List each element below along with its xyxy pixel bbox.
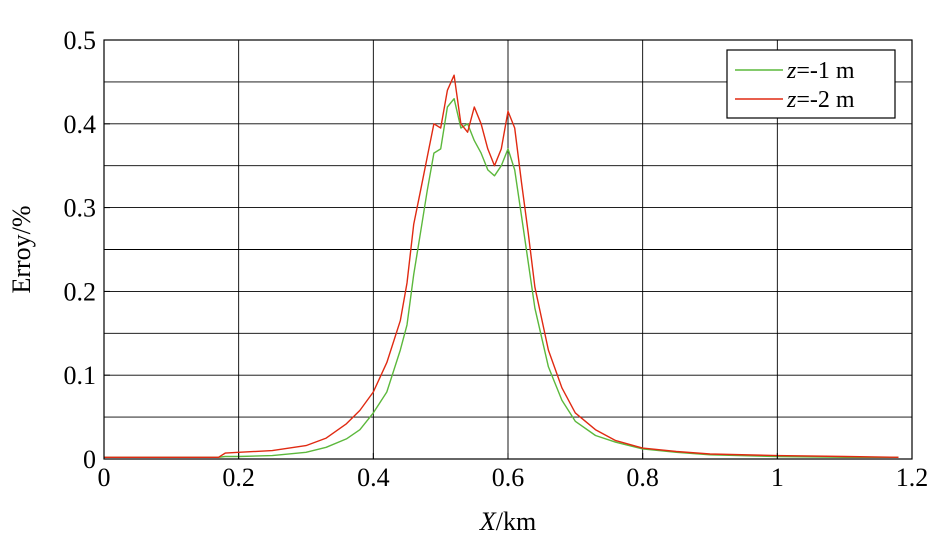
series-line-1 bbox=[104, 74, 899, 458]
x-axis-label-symbol: X bbox=[479, 507, 497, 536]
legend-label-z-1m: z=-1 m bbox=[786, 58, 855, 84]
y-axis-label: Erroy/% bbox=[7, 205, 36, 293]
legend-label-z-2m: z=-2 m bbox=[786, 87, 855, 113]
x-tick-label: 0.8 bbox=[626, 463, 659, 492]
series-lines bbox=[104, 74, 899, 458]
axis-ticks: 0 0.2 0.4 0.6 0.8 1 1.2 0 0.1 0.2 0.3 0.4 0.5 bbox=[64, 26, 929, 492]
legend-label-symbol: z bbox=[786, 58, 797, 84]
legend: z=-1 m z=-2 m bbox=[726, 49, 896, 119]
legend-label-value: =-1 m bbox=[796, 58, 855, 84]
y-tick-label: 0.4 bbox=[64, 110, 97, 139]
x-tick-label: 0.6 bbox=[492, 463, 525, 492]
y-tick-label: 0.1 bbox=[64, 361, 97, 390]
legend-box bbox=[726, 49, 896, 119]
y-tick-label: 0.3 bbox=[64, 194, 97, 223]
x-tick-label: 1 bbox=[771, 463, 784, 492]
series-line-0 bbox=[104, 97, 899, 458]
legend-label-value: =-2 m bbox=[796, 87, 855, 113]
x-tick-label: 0.2 bbox=[222, 463, 255, 492]
x-tick-label: 1.2 bbox=[896, 463, 929, 492]
x-axis-label: X/km bbox=[479, 507, 536, 536]
x-tick-label: 0 bbox=[98, 463, 111, 492]
x-tick-label: 0.4 bbox=[357, 463, 390, 492]
y-tick-label: 0.2 bbox=[64, 277, 97, 306]
x-axis-label-unit: /km bbox=[496, 507, 536, 536]
y-tick-label: 0 bbox=[83, 445, 96, 474]
legend-label-symbol: z bbox=[786, 87, 797, 113]
y-tick-label: 0.5 bbox=[64, 26, 97, 55]
